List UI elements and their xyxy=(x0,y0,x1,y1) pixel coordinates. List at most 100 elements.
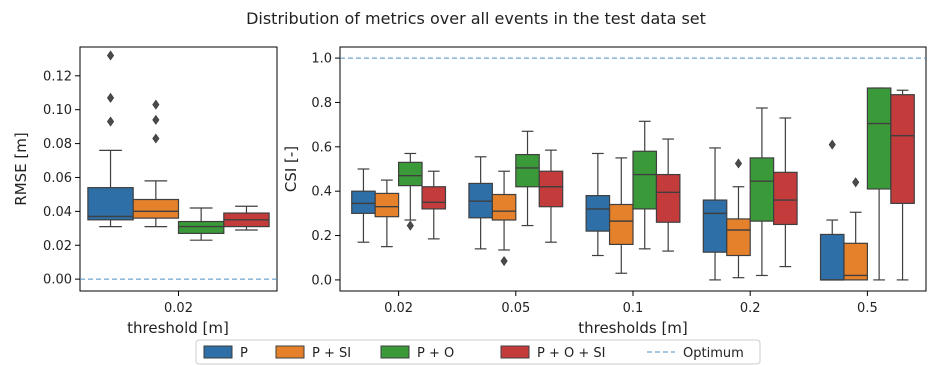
box-body xyxy=(843,242,869,281)
box-outlier xyxy=(106,116,115,127)
legend-item-p-o-si: P + O + SI xyxy=(500,345,605,361)
csi-box-p-o-si-0.2 xyxy=(773,117,798,268)
legend-swatch xyxy=(275,345,305,359)
csi-y-tick-label: 0.4 xyxy=(311,185,332,200)
box-outlier xyxy=(734,158,743,169)
box-body xyxy=(421,186,447,210)
box-outlier xyxy=(152,133,160,144)
csi-box-p-o-si-0.5 xyxy=(890,89,915,281)
box-outlier xyxy=(828,139,836,150)
csi-y-tick-label: 0.8 xyxy=(311,96,332,111)
legend-item-p-si: P + SI xyxy=(275,345,351,361)
rmse-y-tick-label: 0.10 xyxy=(43,103,72,118)
box-body xyxy=(890,94,915,204)
rmse-y-tick-label: 0.12 xyxy=(43,69,72,84)
rmse-y-tick-label: 0.06 xyxy=(43,171,72,186)
box-body xyxy=(585,195,611,232)
csi-box-p-0.05 xyxy=(468,156,493,250)
legend-swatch xyxy=(380,345,410,359)
rmse-plot-frame xyxy=(79,46,278,292)
csi-box-p-o-0.1 xyxy=(632,120,658,250)
rmse-box-p-0.02 xyxy=(87,50,134,228)
legend-item-optimum: Optimum xyxy=(647,346,744,361)
box-body xyxy=(351,190,376,214)
rmse-box-p-si-0.02 xyxy=(132,99,180,228)
legend-item-p-o: P + O xyxy=(380,345,454,361)
csi-box-p-o-si-0.02 xyxy=(421,170,447,240)
box-outlier xyxy=(152,99,160,110)
csi-box-p-si-0.02 xyxy=(374,179,400,248)
csi-y-axis-label: CSI [-] xyxy=(282,146,300,192)
legend-label: Optimum xyxy=(683,346,744,361)
box-body xyxy=(655,173,681,223)
legend-label: P xyxy=(240,346,248,361)
csi-y-tick-label: 1.0 xyxy=(311,52,332,67)
box-outlier xyxy=(106,50,115,61)
csi-box-p-o-0.02 xyxy=(398,152,423,231)
box-body xyxy=(177,220,225,234)
csi-box-p-si-0.1 xyxy=(608,157,634,274)
csi-box-p-si-0.2 xyxy=(726,158,751,279)
rmse-panel: 0.00 0.02 0.04 0.06 0.08 0.10 0.12 0.02 RMSE [… xyxy=(12,46,278,337)
csi-panel: 0.0 0.2 0.4 0.6 0.8 1.0 0.02 0.05 0.1 0.2 0.5 CSI… xyxy=(282,46,927,337)
rmse-x-axis-label: threshold [m] xyxy=(127,319,229,337)
rmse-box-p-o-0.02 xyxy=(177,207,225,241)
box-body xyxy=(515,153,540,188)
box-body xyxy=(866,87,892,190)
legend-label: P + O xyxy=(417,346,454,361)
rmse-y-tick-label: 0.04 xyxy=(43,205,72,220)
box-body xyxy=(87,187,134,221)
box-body xyxy=(374,192,400,218)
rmse-y-tick-label: 0.02 xyxy=(43,239,72,254)
csi-y-tick-label: 0.2 xyxy=(311,229,332,244)
box-outlier xyxy=(852,177,860,188)
csi-box-p-o-0.2 xyxy=(749,107,775,277)
rmse-x-tick-label: 0.02 xyxy=(164,301,193,316)
csi-box-p-0.1 xyxy=(585,152,611,257)
legend-label: P + O + SI xyxy=(537,346,605,361)
box-body xyxy=(773,171,798,226)
legend: P P + SI P + O P + O + SI Optimum xyxy=(195,339,761,365)
csi-box-p-o-si-0.05 xyxy=(538,149,564,243)
csi-y-tick-label: 0.6 xyxy=(311,140,332,155)
figure-title: Distribution of metrics over all events … xyxy=(246,9,706,28)
box-outlier xyxy=(406,220,414,231)
box-outlier xyxy=(106,92,115,103)
csi-box-p-si-0.5 xyxy=(843,177,869,281)
box-body xyxy=(702,199,728,253)
csi-x-tick-label: 0.05 xyxy=(501,301,530,316)
legend-frame xyxy=(195,339,761,365)
box-outlier xyxy=(500,256,508,267)
box-body xyxy=(132,198,180,219)
box-body xyxy=(538,170,564,208)
rmse-box-p-o-si-0.02 xyxy=(223,205,270,231)
legend-swatch xyxy=(203,345,233,359)
csi-box-p-o-si-0.1 xyxy=(655,138,681,252)
csi-x-tick-label: 0.2 xyxy=(740,301,761,316)
legend-label: P + SI xyxy=(312,346,351,361)
csi-box-p-o-0.05 xyxy=(515,130,540,227)
csi-box-p-0.02 xyxy=(351,168,376,243)
box-body xyxy=(608,203,634,246)
rmse-y-tick-label: 0.08 xyxy=(43,137,72,152)
csi-x-tick-label: 0.1 xyxy=(623,301,644,316)
legend-item-p: P xyxy=(203,345,248,361)
box-body xyxy=(726,218,751,257)
box-body xyxy=(491,193,517,221)
box-outlier xyxy=(152,114,160,125)
box-body xyxy=(398,161,423,187)
csi-box-p-o-0.5 xyxy=(866,87,892,281)
csi-box-p-0.5 xyxy=(819,139,845,281)
csi-y-tick-label: 0.0 xyxy=(311,273,332,288)
rmse-y-tick-label: 0.00 xyxy=(43,273,72,288)
rmse-y-axis-label: RMSE [m] xyxy=(12,132,30,205)
csi-box-p-si-0.05 xyxy=(491,170,517,267)
legend-swatch xyxy=(500,345,530,359)
csi-x-tick-label: 0.02 xyxy=(384,301,413,316)
csi-box-p-0.2 xyxy=(702,147,728,281)
csi-x-tick-label: 0.5 xyxy=(857,301,878,316)
box-body xyxy=(819,233,845,281)
csi-x-axis-label: thresholds [m] xyxy=(578,319,688,337)
box-body xyxy=(632,150,658,210)
